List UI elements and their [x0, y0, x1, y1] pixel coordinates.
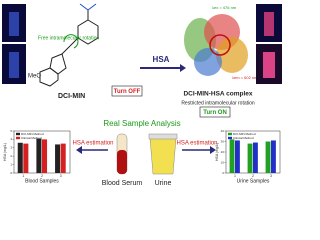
section-title: Real Sample Analysis [103, 119, 180, 128]
legend-swatch [228, 136, 232, 140]
legend-swatch [228, 132, 232, 136]
y-tick-label: 2 [10, 154, 12, 158]
y-tick-label: 3 [10, 146, 12, 150]
bar [229, 139, 235, 173]
arrow-head [76, 146, 82, 154]
vial-glow [263, 52, 275, 78]
emission-label: λem = 602 nm [232, 75, 258, 80]
legend-label: Clinical Method [21, 136, 42, 140]
y-tick-label: 1 [10, 162, 12, 166]
molecule [39, 3, 99, 87]
x-axis-label: Urine Samples [237, 178, 270, 184]
complex-label: DCI-MIN-HSA complex [183, 91, 252, 98]
vial-glow [264, 12, 274, 36]
state-box [111, 85, 143, 97]
x-axis-label: Blood Samples [25, 178, 59, 184]
bar [247, 143, 253, 173]
protein-structure [184, 14, 248, 76]
restricted-label: Restricted intramolecular rotation [181, 100, 255, 106]
y-tick-label: 5 [10, 129, 12, 133]
legend-swatch [16, 132, 20, 136]
sample-label: Urine [155, 180, 172, 187]
x-tick-label: 2 [252, 174, 254, 178]
arrow-head [180, 64, 186, 72]
y-tick-label: 10 [221, 160, 225, 164]
y-tick-label: 30 [221, 139, 225, 143]
y-axis-label: HSA (mg/L) [3, 143, 7, 161]
vial-glow [9, 52, 19, 78]
bar [42, 139, 48, 173]
arrow-label: HSA [153, 55, 170, 64]
arrow-head [210, 146, 216, 154]
bar [253, 142, 258, 173]
y-axis-label: HSA (mg/L) [215, 143, 219, 161]
legend-label: DCI-MIN Method [21, 132, 44, 136]
x-tick-label: 3 [60, 174, 62, 178]
bar [265, 141, 271, 173]
legend-label: DCI-MIN Method [233, 132, 256, 136]
blood [117, 150, 127, 174]
excitation-label: λex = 476 nm [212, 5, 237, 10]
bar [55, 144, 61, 173]
bar [23, 143, 29, 173]
y-tick-label: 40 [221, 129, 225, 133]
y-tick-label: 0 [10, 171, 12, 175]
state-box [199, 106, 231, 118]
bar [271, 140, 276, 173]
x-tick-label: 1 [22, 174, 24, 178]
bar [235, 140, 240, 173]
free-rotation-label: Free intramolecular rotation [38, 35, 99, 41]
sample-label: Blood Serum [102, 180, 143, 187]
bar [36, 138, 42, 173]
substituent-label: MeO [28, 74, 41, 80]
legend-swatch [16, 136, 20, 140]
estimation-label: HSA estimation [72, 141, 113, 147]
off-label: Turn OFF [114, 89, 141, 95]
rotation-arrow [63, 34, 79, 49]
on-label: Turn ON [203, 110, 227, 116]
x-tick-label: 1 [234, 174, 236, 178]
estimation-label: HSA estimation [176, 141, 217, 147]
urine-cup [149, 137, 177, 175]
y-tick-label: 20 [221, 150, 225, 154]
y-tick-label: 0 [222, 171, 224, 175]
cup-lid [148, 133, 178, 140]
bar [17, 142, 23, 173]
vial-glow [9, 12, 19, 36]
x-tick-label: 3 [270, 174, 272, 178]
bar [60, 143, 66, 173]
legend-label: Clinical Method [233, 136, 254, 140]
y-tick-label: 4 [10, 137, 12, 141]
x-tick-label: 2 [41, 174, 43, 178]
probe-name: DCI-MIN [58, 93, 85, 100]
graphical-abstract: Free intramolecular rotation MeO DCI-MIN… [2, 3, 282, 187]
